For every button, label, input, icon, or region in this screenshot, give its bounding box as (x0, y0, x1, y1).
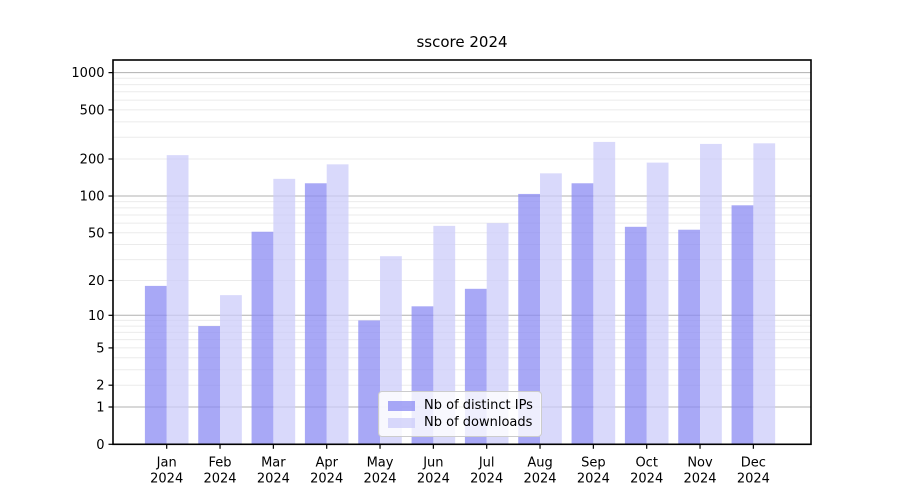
legend: Nb of distinct IPs Nb of downloads (378, 391, 542, 437)
y-tick-label: 200 (80, 153, 105, 168)
x-tick-label-year: 2024 (630, 471, 663, 486)
bar-distinct-ips-sep (571, 183, 594, 445)
x-tick-label-month: Sep (581, 455, 606, 470)
x-tick-label-month: Jul (478, 455, 495, 470)
x-tick-label-month: Aug (527, 455, 552, 470)
x-tick-label-year: 2024 (417, 471, 450, 486)
y-tick-label: 1 (96, 401, 104, 416)
y-tick-label: 0 (96, 438, 104, 453)
x-tick-label-year: 2024 (257, 471, 290, 486)
x-tick-label-year: 2024 (523, 471, 556, 486)
bar-distinct-ips-oct (624, 226, 647, 445)
x-tick-label-year: 2024 (577, 471, 610, 486)
x-tick-label-month: Dec (741, 455, 766, 470)
chart-title: sscore 2024 (416, 33, 508, 51)
bar-downloads-apr (326, 164, 349, 445)
bar-downloads-nov (700, 143, 722, 445)
y-tick-label: 10 (88, 309, 105, 324)
bar-distinct-ips-apr (304, 183, 327, 445)
x-tick-label-year: 2024 (203, 471, 236, 486)
legend-label-distinct-ips: Nb of distinct IPs (424, 398, 533, 413)
bar-downloads-feb (220, 295, 242, 445)
bar-distinct-ips-dec (731, 205, 754, 445)
bar-downloads-dec (753, 143, 776, 445)
plot-border (112, 59, 812, 446)
x-tick-label-month: Apr (315, 455, 338, 470)
bar-downloads-sep (593, 141, 616, 445)
y-tick-label: 100 (80, 190, 105, 205)
bar-downloads-jan (166, 155, 189, 445)
bar-downloads-mar (273, 178, 296, 445)
bar-downloads-aug (540, 173, 562, 445)
x-tick-label-year: 2024 (737, 471, 770, 486)
y-tick-label: 50 (88, 226, 105, 241)
x-tick-label-month: Jun (422, 455, 443, 470)
bar-downloads-jul (486, 223, 509, 445)
x-tick-label-month: Nov (687, 455, 713, 470)
legend-item-distinct-ips: Nb of distinct IPs (388, 398, 533, 413)
x-tick-label-month: Oct (635, 455, 657, 470)
x-tick-label-month: Mar (261, 455, 286, 470)
y-tick-label: 1000 (71, 66, 104, 81)
bar-distinct-ips-mar (251, 231, 274, 445)
legend-label-downloads: Nb of downloads (424, 415, 533, 430)
x-tick-label-year: 2024 (363, 471, 396, 486)
y-tick-label: 5 (96, 341, 104, 356)
x-tick-label-year: 2024 (150, 471, 183, 486)
x-tick-label-year: 2024 (470, 471, 503, 486)
bar-downloads-oct (646, 162, 669, 445)
bar-downloads-jun (433, 225, 456, 445)
bar-distinct-ips-feb (198, 326, 221, 445)
x-tick-label-month: Feb (209, 455, 232, 470)
bar-distinct-ips-aug (518, 193, 541, 445)
bar-distinct-ips-jan (144, 285, 167, 445)
y-tick-label: 2 (96, 379, 104, 394)
legend-swatch-distinct-ips (388, 400, 415, 411)
legend-swatch-downloads (388, 417, 415, 428)
x-tick-label-year: 2024 (310, 471, 343, 486)
y-tick-label: 500 (80, 103, 105, 118)
x-tick-label-year: 2024 (683, 471, 716, 486)
y-tick-label: 20 (88, 274, 105, 289)
legend-item-downloads: Nb of downloads (388, 415, 532, 430)
bar-distinct-ips-may (358, 320, 381, 445)
bar-distinct-ips-nov (678, 229, 701, 445)
x-tick-label-month: Jan (156, 455, 177, 470)
x-tick-label-month: May (367, 455, 394, 470)
